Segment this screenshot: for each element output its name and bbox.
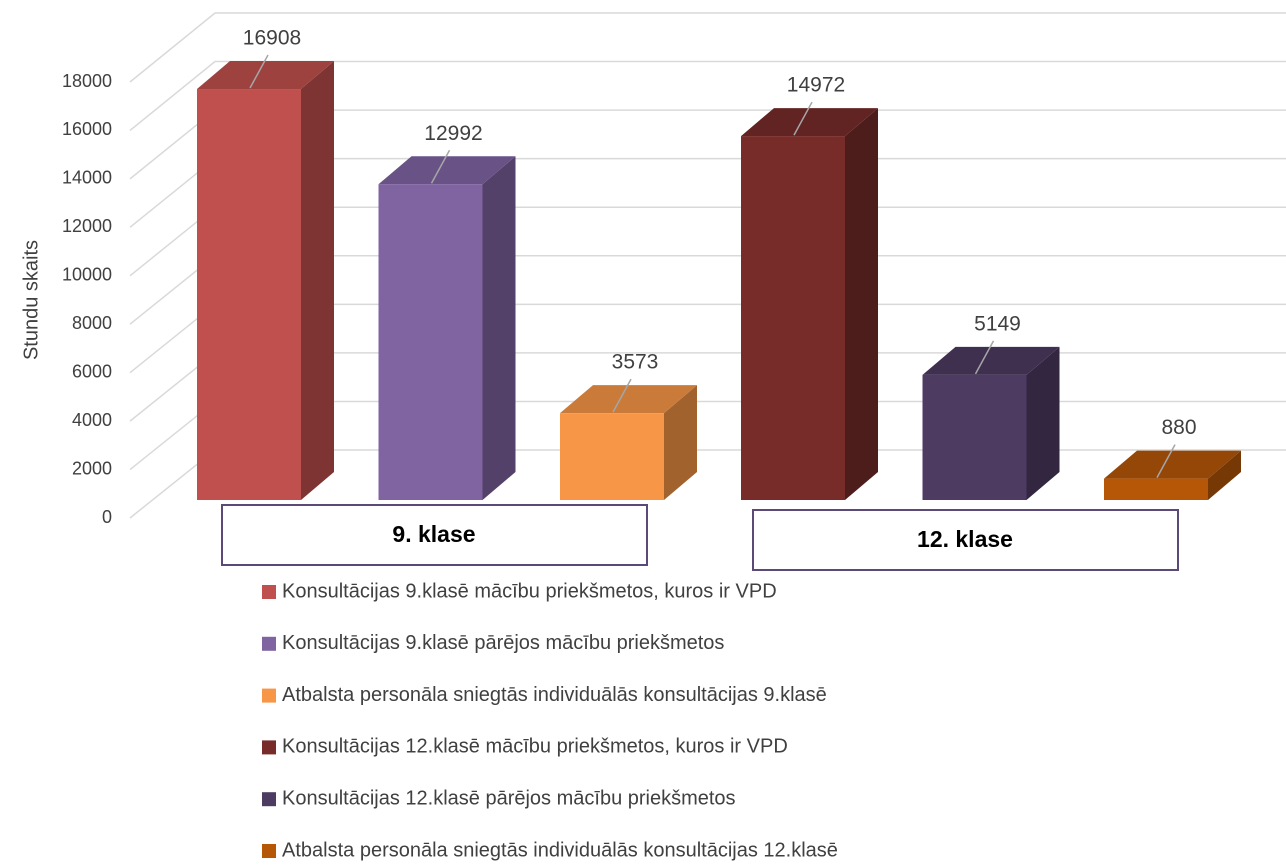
data-label: 16908 xyxy=(243,27,301,50)
bar-top xyxy=(560,385,697,414)
bar-front xyxy=(1104,478,1208,500)
x-tick-label: 9. klase xyxy=(392,521,475,547)
legend-label: Konsultācijas 12.klasē pārējos mācību pr… xyxy=(282,787,736,809)
bar-front xyxy=(922,374,1027,500)
legend-label: Konsultācijas 9.klasē mācību priekšmetos… xyxy=(282,580,777,602)
legend-swatch xyxy=(262,688,276,703)
bar-front xyxy=(197,89,301,501)
y-tick-label: 14000 xyxy=(62,168,112,188)
bar-front xyxy=(741,136,845,500)
legend-label: Konsultācijas 9.klasē pārējos mācību pri… xyxy=(282,632,724,654)
bar-side xyxy=(845,108,878,500)
x-tick-label: 12. klase xyxy=(917,526,1013,552)
bar xyxy=(197,61,334,501)
y-tick-label: 8000 xyxy=(72,313,112,333)
bar xyxy=(922,346,1060,500)
leader-line xyxy=(430,149,451,184)
legend-swatch xyxy=(262,740,276,755)
bar-top xyxy=(741,108,878,137)
y-tick-label: 12000 xyxy=(62,216,112,236)
leader-line xyxy=(974,340,995,375)
bar-side xyxy=(1026,346,1060,500)
y-tick-label: 0 xyxy=(102,507,112,527)
y-tick-label: 4000 xyxy=(72,410,112,430)
data-label: 12992 xyxy=(424,122,482,145)
y-tick-label: 6000 xyxy=(72,361,112,381)
legend-swatch xyxy=(262,792,276,807)
bar xyxy=(560,385,697,500)
data-label: 5149 xyxy=(974,312,1021,335)
bar-top xyxy=(378,156,516,185)
legend-label: Atbalsta personāla sniegtās individuālās… xyxy=(282,684,827,706)
bar-front xyxy=(378,184,483,500)
leader-line xyxy=(612,378,632,413)
y-tick-label: 10000 xyxy=(62,265,112,285)
bar-side xyxy=(664,385,697,500)
legend-swatch xyxy=(262,636,276,651)
bar-side xyxy=(1208,450,1241,500)
bar-front xyxy=(560,413,664,500)
legend-swatch xyxy=(262,844,276,858)
y-axis-title: Stundu skaits xyxy=(20,240,42,360)
legend-swatch xyxy=(262,585,276,599)
bar xyxy=(741,108,878,500)
data-label: 3573 xyxy=(612,351,659,374)
leader-line xyxy=(249,54,269,89)
bar-top xyxy=(922,346,1060,375)
bar-side xyxy=(301,61,334,501)
leader-line xyxy=(1156,444,1176,478)
data-label: 14972 xyxy=(787,74,845,97)
bar xyxy=(378,156,516,500)
y-tick-label: 16000 xyxy=(62,119,112,139)
y-tick-label: 2000 xyxy=(72,458,112,478)
bar-top xyxy=(197,61,334,90)
bar-top xyxy=(1104,450,1241,479)
legend-label: Konsultācijas 12.klasē mācību priekšmeto… xyxy=(282,736,788,758)
bar-side xyxy=(482,156,516,500)
bar xyxy=(1104,450,1241,500)
category-box xyxy=(752,509,1179,571)
grid-line xyxy=(129,12,1286,83)
grid-line xyxy=(129,60,1286,132)
leader-line xyxy=(793,101,813,136)
category-box xyxy=(221,504,648,566)
legend-label: Atbalsta personāla sniegtās individuālās… xyxy=(282,839,838,861)
y-tick-label: 18000 xyxy=(62,71,112,91)
data-label: 880 xyxy=(1161,416,1196,439)
